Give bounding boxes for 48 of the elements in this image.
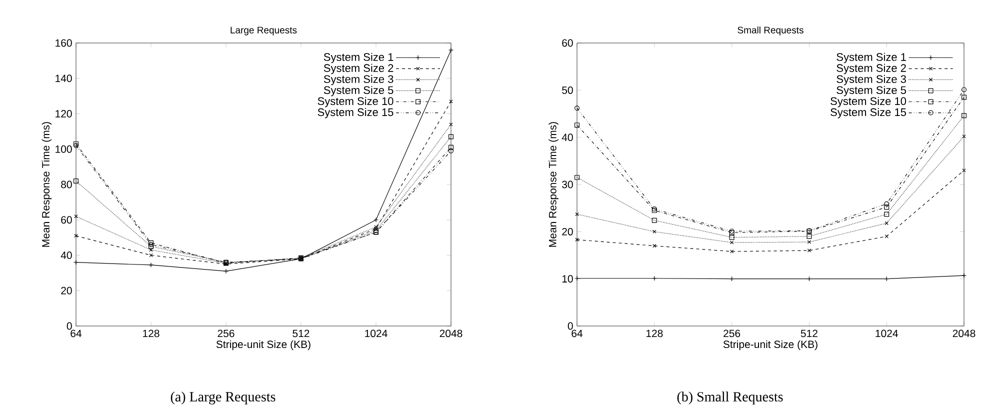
x-tick-label: 512 xyxy=(292,330,310,338)
x-tick-label: 512 xyxy=(800,330,818,338)
y-tick-label: 60 xyxy=(562,39,573,47)
y-axis-title: Mean Response Time (ms) xyxy=(548,122,558,247)
x-tick-label: 1024 xyxy=(365,330,388,338)
legend-label: System Size 5 xyxy=(324,86,394,96)
y-tick-label: 120 xyxy=(56,110,72,118)
x-tick-label: 64 xyxy=(70,330,82,338)
x-axis-title: Stripe-unit Size (KB) xyxy=(723,340,818,350)
y-tick-label: 30 xyxy=(562,180,573,188)
x-tick-label: 64 xyxy=(572,330,583,338)
x-tick-label: 1024 xyxy=(876,330,898,338)
legend-label: System Size 3 xyxy=(836,74,906,86)
y-tick-label: 0 xyxy=(568,322,573,330)
x-tick-label: 256 xyxy=(724,330,740,338)
legend-label: System Size 10 xyxy=(318,96,394,108)
x-axis-title: Stripe-unit Size (KB) xyxy=(216,340,310,350)
text: (a) Large Requests xyxy=(170,392,276,404)
legend-label: System Size 15 xyxy=(318,108,394,118)
text: (b) Small Requests xyxy=(677,392,783,404)
y-tick-label: 0 xyxy=(66,322,72,330)
legend-label: System Size 15 xyxy=(830,108,906,118)
y-tick-label: 80 xyxy=(61,180,72,188)
legend-label: System Size 2 xyxy=(836,64,906,74)
y-tick-label: 100 xyxy=(56,145,72,153)
y-tick-label: 10 xyxy=(562,275,573,283)
legend-label: System Size 5 xyxy=(836,86,906,96)
y-tick-label: 40 xyxy=(60,252,72,259)
x-tick-label: 2048 xyxy=(952,330,976,338)
x-tick-label: 128 xyxy=(646,330,663,338)
y-tick-label: 20 xyxy=(61,286,72,294)
legend-label: System Size 10 xyxy=(830,96,906,108)
y-tick-label: 140 xyxy=(56,74,72,82)
x-tick-label: 2048 xyxy=(440,330,462,338)
x-tick-label: 256 xyxy=(218,330,234,338)
legend-label: System Size 3 xyxy=(324,74,394,86)
legend-label: System Size 1 xyxy=(324,52,394,64)
y-tick-label: 20 xyxy=(562,228,573,236)
chart-title: Small Requests xyxy=(738,26,804,36)
y-tick-label: 50 xyxy=(562,86,573,94)
y-tick-label: 160 xyxy=(56,39,72,47)
x-tick-label: 128 xyxy=(143,330,160,338)
legend-label: System Size 1 xyxy=(836,52,906,64)
chart-title: Large Requests xyxy=(230,26,297,36)
y-tick-label: 60 xyxy=(61,216,72,224)
y-axis-title: Mean Response Time (ms) xyxy=(42,122,52,247)
y-tick-label: 40 xyxy=(562,134,573,142)
legend-label: System Size 2 xyxy=(324,64,394,74)
